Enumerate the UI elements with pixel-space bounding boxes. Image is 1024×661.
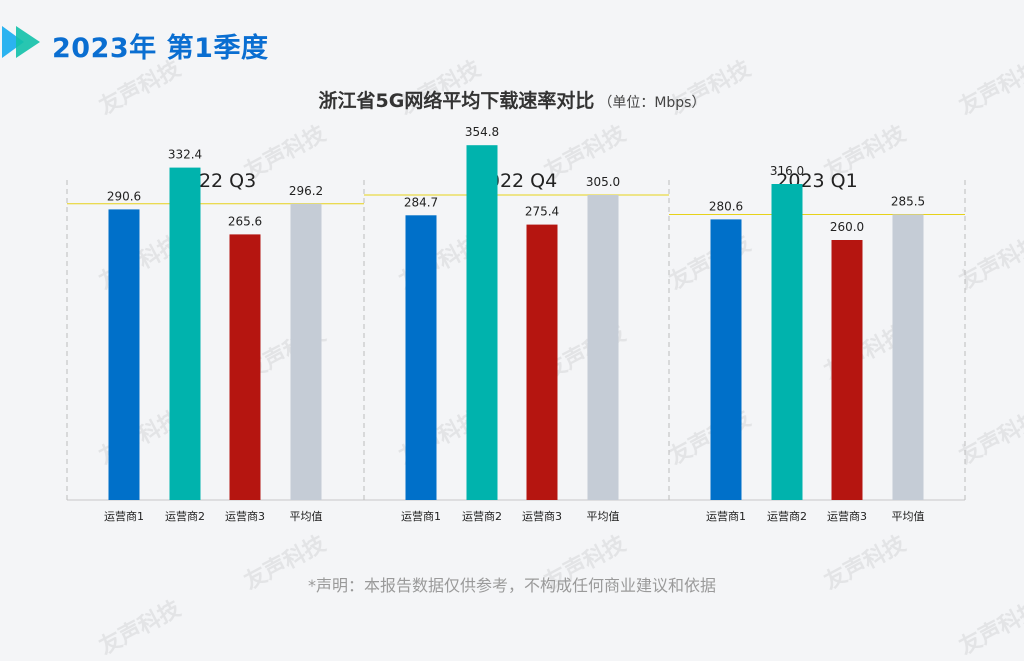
bar xyxy=(526,224,558,500)
category-tick-label: 平均值 xyxy=(290,510,323,523)
bar xyxy=(229,234,261,500)
category-tick-label: 运营商2 xyxy=(462,509,502,523)
chart-unit: （单位：Mbps） xyxy=(598,95,706,111)
watermark: 友声科技 xyxy=(955,596,1024,660)
category-tick-label: 运营商2 xyxy=(165,509,205,523)
bar xyxy=(108,209,140,500)
chart-title-text: 浙江省5G网络平均下载速率对比 xyxy=(318,90,595,112)
watermark: 友声科技 xyxy=(95,596,185,660)
bar xyxy=(290,203,322,501)
bar xyxy=(405,215,437,501)
bar xyxy=(169,167,201,500)
bar xyxy=(466,145,498,500)
bar-value-label: 354.8 xyxy=(465,125,499,139)
bar-chart: 2022 Q3290.6运营商1332.4运营商2265.6运营商3296.2平… xyxy=(66,125,966,523)
bar-value-label: 290.6 xyxy=(107,189,141,203)
category-tick-label: 运营商2 xyxy=(767,509,807,523)
report-period-title: 2023年 第1季度 xyxy=(52,26,268,65)
bar-value-label: 280.6 xyxy=(709,199,743,213)
category-tick-label: 运营商3 xyxy=(827,509,867,523)
bar-value-label: 265.6 xyxy=(228,214,262,228)
category-tick-label: 运营商3 xyxy=(225,509,265,523)
bar-value-label: 260.0 xyxy=(830,220,864,234)
chart-title: 浙江省5G网络平均下载速率对比 （单位：Mbps） xyxy=(0,86,1024,113)
bar xyxy=(710,219,742,500)
bar-value-label: 305.0 xyxy=(586,175,620,189)
disclaimer-footnote: *声明：本报告数据仅供参考，不构成任何商业建议和依据 xyxy=(307,576,716,595)
bar-value-label: 296.2 xyxy=(289,184,323,198)
play-logo-icon xyxy=(2,26,40,58)
category-tick-label: 运营商1 xyxy=(104,509,144,523)
year-title: 2023年 xyxy=(52,33,157,64)
bar xyxy=(587,195,619,500)
bar-value-label: 316.0 xyxy=(770,164,804,178)
category-tick-label: 平均值 xyxy=(587,510,620,523)
quarter-title: 第1季度 xyxy=(166,33,269,64)
bar xyxy=(831,240,863,500)
bar xyxy=(892,214,924,500)
category-tick-label: 运营商1 xyxy=(706,509,746,523)
bar xyxy=(771,184,803,500)
bar-value-label: 284.7 xyxy=(404,195,438,209)
header: 2023年 第1季度 xyxy=(0,0,1024,80)
bar-value-label: 275.4 xyxy=(525,205,559,219)
category-tick-label: 运营商1 xyxy=(401,509,441,523)
bar-value-label: 285.5 xyxy=(891,195,925,209)
category-tick-label: 运营商3 xyxy=(522,509,562,523)
category-tick-label: 平均值 xyxy=(892,510,925,523)
bar-value-label: 332.4 xyxy=(168,148,202,162)
